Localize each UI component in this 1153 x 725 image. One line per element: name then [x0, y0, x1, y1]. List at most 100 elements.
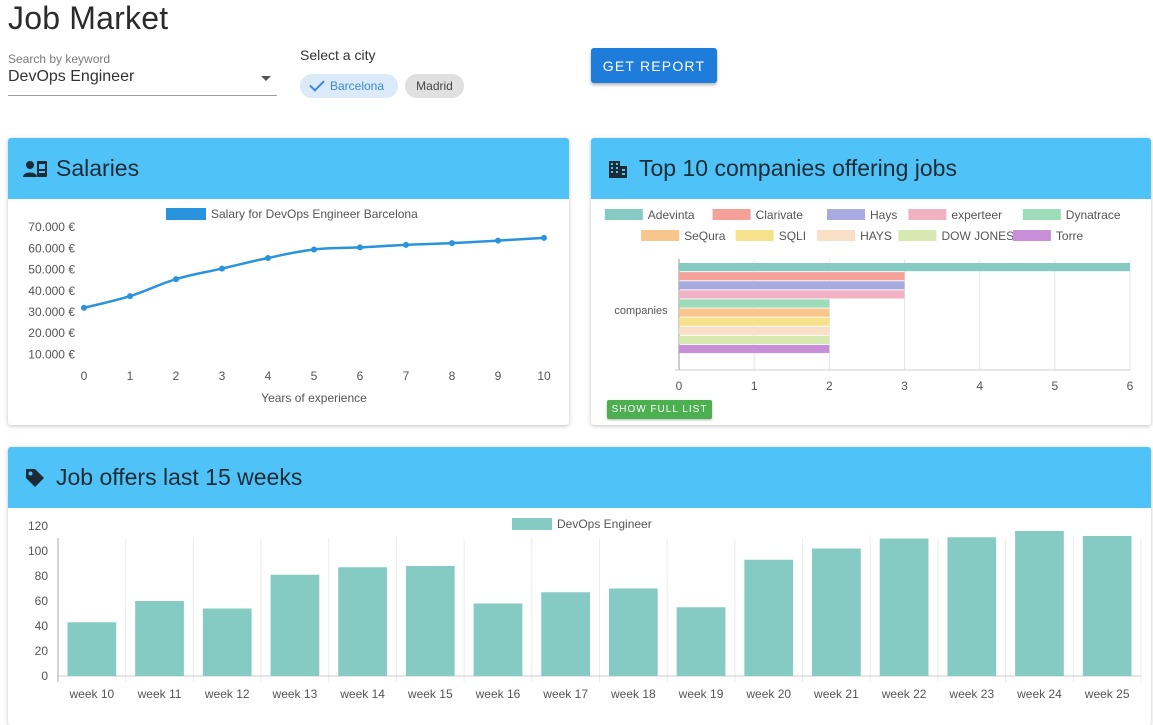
companies-legend-swatch [908, 209, 947, 220]
offers-bar [947, 537, 997, 676]
salaries-card-title: Salaries [56, 155, 140, 181]
company-bar [679, 290, 905, 299]
offers-bar [608, 588, 658, 676]
companies-card: Top 10 companies offering jobs Adevinta C… [591, 138, 1151, 425]
job-offers-card: Job offers last 15 weeks DevOps Engineer… [8, 447, 1151, 725]
companies-legend-label: experteer [951, 208, 1002, 222]
offers-bar [879, 538, 929, 676]
companies-category-label: companies [614, 305, 668, 317]
salary-y-tick-label: 40.000 € [28, 284, 75, 298]
company-bar [679, 272, 905, 281]
companies-legend-swatch [1012, 230, 1051, 241]
salary-y-tick-label: 60.000 € [28, 241, 75, 255]
offers-x-tick-label: week 22 [881, 687, 927, 701]
companies-legend-swatch [641, 230, 680, 241]
companies-x-tick-label: 4 [976, 379, 983, 393]
offers-bar [812, 548, 861, 676]
salary-x-tick-label: 5 [311, 369, 318, 383]
city-chip-barcelona[interactable]: Barcelona [300, 74, 398, 98]
salary-x-tick-label: 2 [173, 369, 180, 383]
offers-bar [1015, 531, 1064, 676]
offers-bar [202, 608, 252, 676]
companies-x-tick-label: 5 [1051, 379, 1058, 393]
companies-legend-swatch [827, 209, 865, 220]
salary-data-point [403, 241, 409, 248]
salary-x-tick-label: 4 [265, 369, 272, 383]
salary-x-tick-label: 7 [403, 369, 410, 383]
offers-x-tick-label: week 10 [68, 687, 114, 701]
companies-legend-label: Dynatrace [1066, 208, 1121, 222]
offers-x-tick-label: week 24 [1016, 687, 1062, 701]
companies-legend-label: HAYS [860, 229, 892, 243]
check-icon [309, 76, 325, 92]
companies-legend-swatch [1022, 209, 1061, 220]
offers-bar [1082, 536, 1132, 676]
keyword-label: Search by keyword [8, 52, 111, 66]
offers-x-tick-label: week 18 [610, 687, 656, 701]
offers-x-tick-label: week 25 [1084, 687, 1130, 701]
salary-data-point [495, 237, 501, 244]
offers-x-tick-label: week 12 [204, 687, 250, 701]
offers-x-tick-label: week 21 [813, 687, 859, 701]
companies-x-tick-label: 6 [1127, 379, 1134, 393]
companies-legend-swatch [604, 209, 643, 220]
companies-legend-swatch [898, 230, 937, 241]
offers-x-tick-label: week 19 [678, 687, 724, 701]
contact-card-icon [22, 156, 48, 182]
offers-bar [744, 559, 794, 676]
salary-legend-label: Salary for DevOps Engineer Barcelona [211, 207, 418, 221]
offers-y-tick-label: 20 [35, 644, 49, 658]
offers-x-tick-label: week 15 [407, 687, 453, 701]
companies-legend-label: DOW JONES [942, 229, 1015, 243]
offers-bar [473, 603, 523, 676]
companies-x-tick-label: 2 [826, 379, 833, 393]
keyword-value[interactable]: DevOps Engineer [8, 68, 135, 85]
keyword-select[interactable]: Search by keyword DevOps Engineer [8, 50, 277, 96]
salary-x-tick-label: 9 [495, 369, 502, 383]
salary-y-tick-label: 30.000 € [28, 305, 75, 319]
get-report-button[interactable]: GET REPORT [591, 48, 717, 83]
companies-card-header: Top 10 companies offering jobs [591, 138, 1151, 199]
tag-icon [22, 465, 48, 491]
companies-legend-label: Adevinta [648, 208, 695, 222]
company-bar [679, 299, 830, 308]
job-offers-card-header: Job offers last 15 weeks [8, 447, 1151, 508]
company-bar [679, 344, 830, 354]
city-chip-label: Madrid [416, 79, 453, 93]
city-chip-madrid[interactable]: Madrid [405, 74, 464, 98]
salary-data-point [265, 254, 271, 261]
offers-y-tick-label: 120 [28, 519, 48, 533]
offers-y-tick-label: 40 [35, 619, 49, 633]
salary-x-tick-label: 6 [357, 369, 364, 383]
offers-bar [541, 592, 591, 676]
show-full-list-button[interactable]: SHOW FULL LIST [607, 400, 712, 419]
offers-bar [270, 574, 320, 676]
offers-x-tick-label: week 11 [137, 687, 182, 701]
dropdown-arrow-icon[interactable] [261, 76, 271, 81]
salary-x-tick-label: 3 [219, 369, 226, 383]
salary-data-point [541, 234, 547, 241]
building-icon [605, 156, 631, 182]
offers-x-tick-label: week 14 [339, 687, 385, 701]
salary-data-point [173, 276, 179, 283]
companies-legend-label: SeQura [684, 229, 726, 243]
job-offers-bar-chart: DevOps Engineer 120 100 80 60 40 20 0 week 10 w… [28, 517, 1142, 701]
salary-x-tick-label: 0 [81, 369, 88, 383]
offers-x-tick-label: week 16 [475, 687, 521, 701]
companies-x-tick-label: 0 [676, 379, 683, 393]
offers-y-tick-label: 60 [35, 594, 49, 608]
offers-legend-swatch [512, 518, 552, 530]
city-chip-label: Barcelona [329, 79, 385, 93]
salary-y-tick-label: 70.000 € [28, 220, 75, 234]
companies-x-tick-label: 1 [751, 379, 758, 393]
companies-legend-label: Clarivate [756, 208, 804, 222]
salaries-card: Salaries Salary for DevOps Engineer Barc… [8, 138, 569, 425]
salary-x-tick-label: 8 [449, 369, 456, 383]
page-title: Job Market [8, 0, 169, 36]
companies-x-tick-label: 3 [901, 379, 908, 393]
salary-data-point [357, 244, 363, 251]
salary-data-point [81, 304, 87, 311]
company-bar [679, 308, 830, 317]
companies-legend-label: SQLI [779, 229, 806, 243]
offers-bar [676, 607, 726, 676]
